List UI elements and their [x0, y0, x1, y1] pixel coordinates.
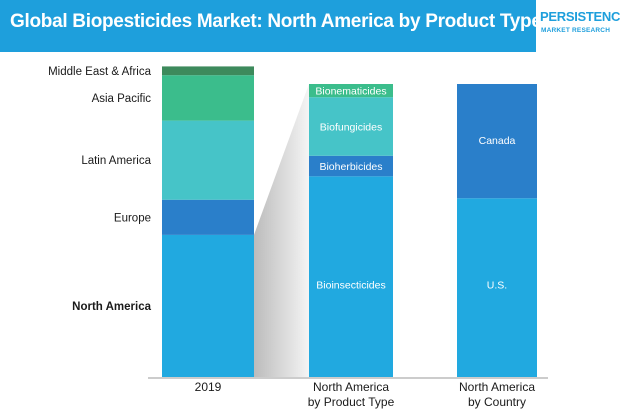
bar-segment-bionematicides	[309, 84, 393, 98]
segment-label-bionematicides: Bionematicides	[315, 86, 386, 98]
segment-label-north-america: North America	[72, 301, 151, 313]
bar-segment-latin-america	[162, 120, 254, 200]
bar-segment-asia-pacific	[162, 75, 254, 121]
category-label: by Country	[468, 395, 526, 409]
title-bar: Global Biopesticides Market: North Ameri…	[0, 0, 593, 52]
chart-title: Global Biopesticides Market: North Ameri…	[10, 11, 593, 32]
segment-label-europe: Europe	[114, 212, 151, 224]
segment-label-bioherbicides: Bioherbicides	[319, 161, 382, 173]
persistence-logo: PERSISTENCE MARKET RESEARCH	[540, 9, 620, 43]
logo-tagline: MARKET RESEARCH	[541, 27, 611, 34]
segment-label-latin-america: Latin America	[81, 155, 151, 167]
bar-segment-bioinsecticides	[309, 176, 393, 377]
bar-segment-europe	[162, 199, 254, 235]
segment-label-canada: Canada	[479, 135, 516, 147]
segment-label-u-s: U.S.	[487, 279, 507, 291]
segment-label-asia-pacific: Asia Pacific	[92, 93, 152, 105]
category-label: North America	[459, 380, 535, 394]
segment-label-biofungicides: Biofungicides	[320, 121, 382, 133]
bar-segment-middle-east-africa	[162, 66, 254, 76]
category-label: North America	[313, 380, 389, 394]
bar-segment-bioherbicides	[309, 155, 393, 177]
category-label: by Product Type	[308, 395, 395, 409]
segment-label-middle-east-africa: Middle East & Africa	[48, 66, 152, 78]
logo-wordmark: PERSISTENCE	[540, 9, 620, 24]
funnel-connector	[254, 84, 309, 377]
bar-segment-u-s	[457, 198, 537, 377]
bar-segment-canada	[457, 84, 537, 199]
segment-label-bioinsecticides: Bioinsecticides	[316, 279, 385, 291]
bar-segment-north-america	[162, 234, 254, 377]
bar-segment-biofungicides	[309, 97, 393, 156]
category-label: 2019	[195, 380, 222, 394]
